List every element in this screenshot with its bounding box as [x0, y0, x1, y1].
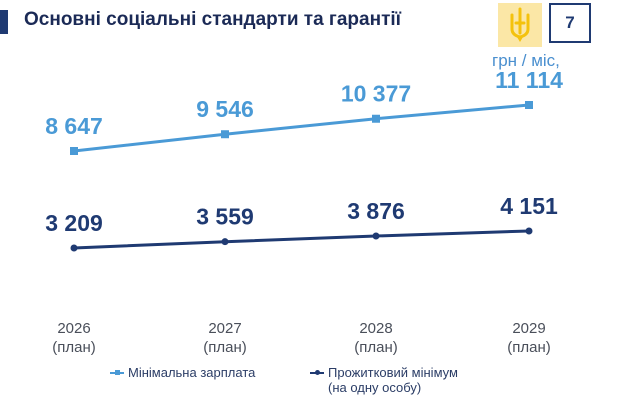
x-tick-label-year: 2029 [512, 320, 545, 337]
page-number-badge: 7 [549, 3, 591, 43]
data-label: 10 377 [341, 81, 411, 107]
data-point-circle [70, 244, 78, 252]
data-point-circle [221, 238, 229, 246]
title-accent-bar [0, 10, 8, 34]
x-tick-label-year: 2027 [208, 320, 241, 337]
x-tick-label-year: 2026 [57, 320, 90, 337]
data-point-square [70, 147, 78, 155]
data-label: 11 114 [495, 67, 563, 93]
legend-circle-marker-icon [315, 370, 320, 375]
trident-emblem-icon [498, 3, 542, 47]
data-label: 3 876 [347, 198, 405, 224]
legend-label-line1: Прожитковий мінімум [328, 365, 458, 380]
data-point-circle [372, 232, 380, 240]
legend-label-line2: (на одну особу) [328, 380, 422, 395]
x-tick-label-plan: (план) [507, 339, 551, 356]
data-point-square [372, 114, 380, 123]
series-line-1 [73, 229, 530, 250]
x-tick-label-year: 2028 [359, 320, 392, 337]
page-title: Основні соціальні стандарти та гарантії [24, 9, 401, 30]
x-tick-label-plan: (план) [52, 339, 96, 356]
legend-label-min-wage: Мінімальна зарплата [128, 365, 256, 380]
data-label: 8 647 [45, 113, 103, 139]
data-point-circle [525, 227, 533, 235]
data-label: 3 559 [196, 204, 254, 230]
data-label: 9 546 [196, 96, 254, 122]
legend-square-marker-icon [115, 370, 120, 375]
unit-label: грн / міс, [492, 51, 560, 70]
data-label: 4 151 [500, 193, 558, 219]
legend-label-subsistence-minimum: Прожитковий мінімум (на одну особу) [328, 365, 458, 395]
x-tick-label-plan: (план) [203, 339, 247, 356]
data-label: 3 209 [45, 210, 103, 236]
x-tick-label-plan: (план) [354, 339, 398, 356]
page-number: 7 [565, 13, 575, 32]
series-line-0 [73, 103, 530, 153]
data-point-square [525, 101, 533, 109]
data-point-square [221, 130, 229, 139]
